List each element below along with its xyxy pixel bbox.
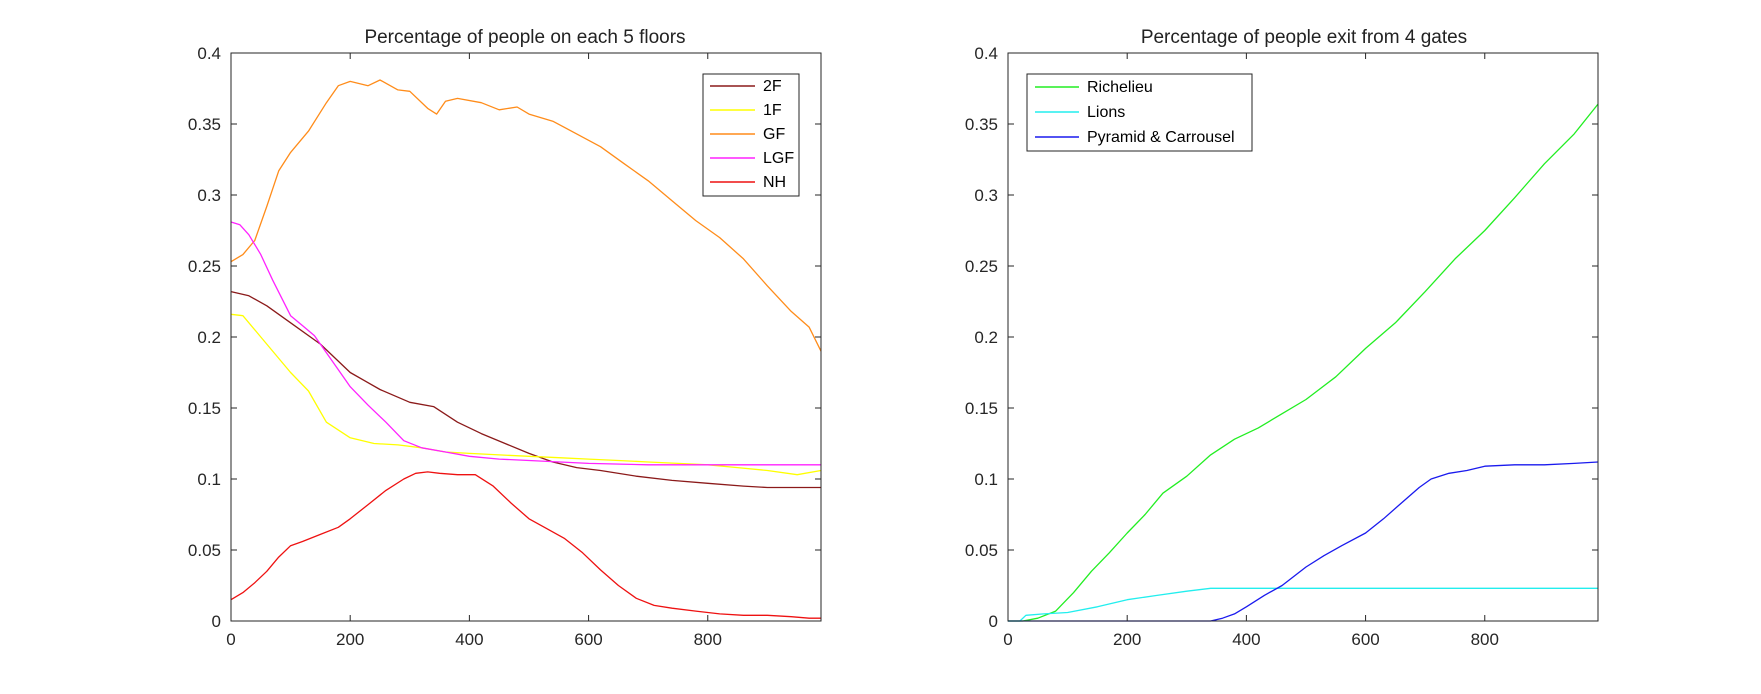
series-line-richelieu (1008, 103, 1599, 622)
y-tick-label: 0.05 (188, 541, 221, 560)
legend-label: LGF (763, 150, 794, 167)
legend-label: 1F (763, 102, 782, 119)
x-tick-label: 800 (1471, 630, 1499, 649)
series-line-2f (230, 290, 821, 489)
series-line-gf (230, 79, 822, 352)
legend-item: Lions (1035, 104, 1125, 121)
x-tick-label: 800 (694, 630, 722, 649)
x-tick-label: 600 (1351, 630, 1379, 649)
legend: Richelieu Lions Pyramid & Carrousel (1026, 73, 1253, 152)
legend-item: GF (710, 126, 785, 143)
y-tick-label: 0.15 (965, 399, 998, 418)
y-tick-label: 0.05 (965, 541, 998, 560)
y-tick-label: 0.3 (974, 186, 998, 205)
legend-box (702, 73, 800, 197)
x-tick-label: 400 (455, 630, 483, 649)
y-tick-label: 0.1 (974, 470, 998, 489)
series-line-nh (230, 471, 821, 619)
y-tick-label: 0.25 (965, 257, 998, 276)
legend-label: Richelieu (1087, 79, 1153, 96)
y-tick-label: 0.2 (974, 328, 998, 347)
legend-item: 2F (710, 78, 782, 95)
legend-label: Lions (1087, 104, 1125, 121)
y-tick-label: 0.4 (197, 44, 221, 63)
legend-label: NH (763, 174, 786, 191)
x-tick-label: 200 (1113, 630, 1141, 649)
y-tick-label: 0.15 (188, 399, 221, 418)
y-tick-label: 0 (989, 612, 998, 631)
y-tick-label: 0.3 (197, 186, 221, 205)
x-tick-label: 200 (336, 630, 364, 649)
y-tick-label: 0 (212, 612, 221, 631)
legend-label: Pyramid & Carrousel (1087, 129, 1235, 146)
legend-label: GF (763, 126, 785, 143)
y-tick-label: 0.1 (197, 470, 221, 489)
legend-item: Pyramid & Carrousel (1035, 129, 1235, 146)
y-tick-label: 0.2 (197, 328, 221, 347)
chart-gates: Percentage of people exit from 4 gates 0… (965, 27, 1599, 649)
legend-item: NH (710, 174, 786, 191)
y-tick-label: 0.35 (965, 115, 998, 134)
legend-item: LGF (710, 150, 794, 167)
series-line-lions (1008, 587, 1598, 622)
chart-title: Percentage of people exit from 4 gates (1141, 27, 1467, 48)
chart-title: Percentage of people on each 5 floors (364, 27, 685, 48)
x-tick-label: 0 (226, 630, 235, 649)
x-tick-label: 0 (1003, 630, 1012, 649)
series-line-lgf (230, 221, 821, 466)
legend-item: 1F (710, 102, 782, 119)
y-tick-label: 0.25 (188, 257, 221, 276)
plot-area: 0 200 400 600 800 0 0.05 0.1 0.15 0.2 0.25 0.3 0.35 0… (965, 44, 1599, 649)
legend-label: 2F (763, 78, 782, 95)
y-tick-label: 0.35 (188, 115, 221, 134)
chart-floors: Percentage of people on each 5 floors 0 2… (188, 27, 822, 649)
legend: 2F 1F GF LGF NH (702, 73, 800, 197)
y-tick-label: 0.4 (974, 44, 998, 63)
legend-item: Richelieu (1035, 79, 1153, 96)
x-tick-label: 600 (574, 630, 602, 649)
plot-area: 0 200 400 600 800 0 0.05 0.1 0.15 0.2 0.25 0.3 0.35 0… (188, 44, 822, 649)
x-tick-label: 400 (1232, 630, 1260, 649)
